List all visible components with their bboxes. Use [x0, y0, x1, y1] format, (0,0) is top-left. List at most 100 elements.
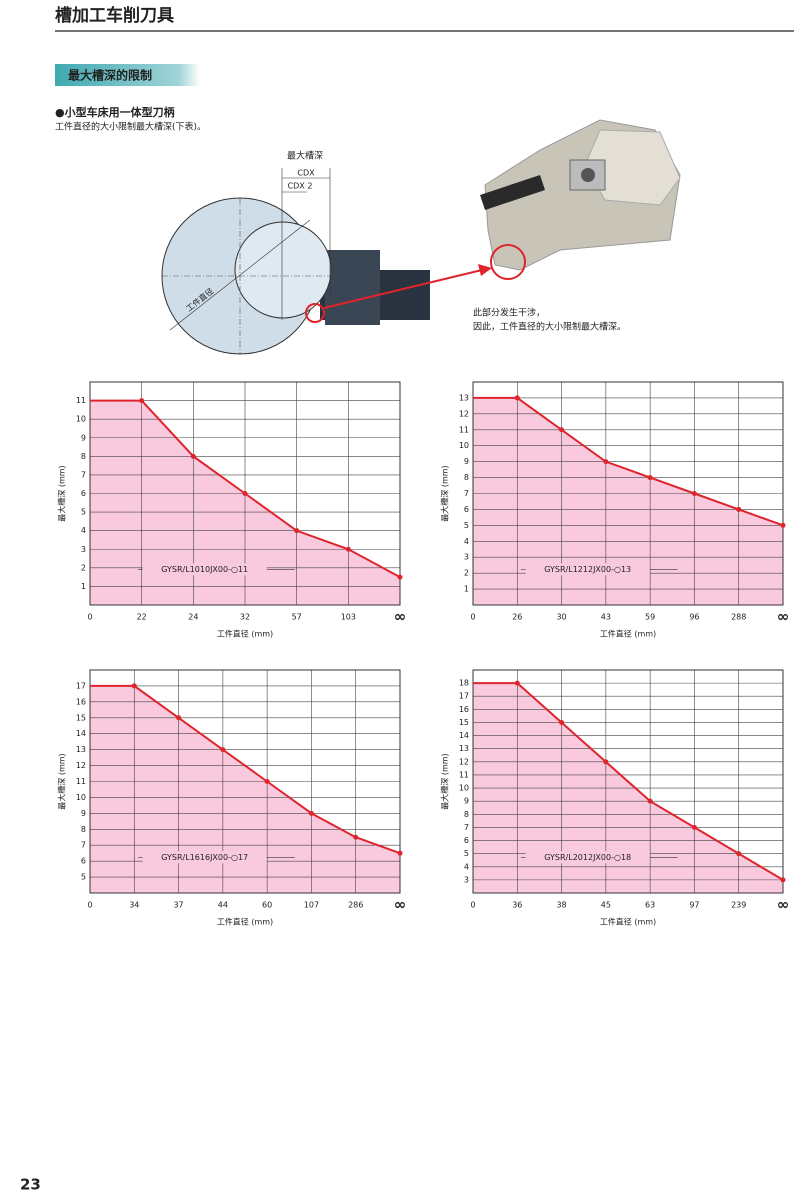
marker	[397, 850, 403, 856]
marker	[736, 851, 742, 857]
x-tick-label: 24	[188, 613, 198, 622]
subsection-text: 工件直径的大小限制最大槽深(下表)。	[55, 121, 206, 133]
marker	[647, 475, 653, 481]
arrow-line	[323, 269, 483, 309]
x-tick-label: 0	[470, 613, 475, 622]
x-tick-label: 32	[240, 613, 250, 622]
arrow-head	[478, 264, 492, 276]
y-tick-label: 2	[464, 569, 469, 578]
x-tick-label: 288	[731, 613, 746, 622]
x-tick-label: 36	[512, 901, 522, 910]
x-tick-label: 30	[556, 613, 566, 622]
y-tick-label: 8	[464, 810, 469, 819]
subsection-title: ●小型车床用一体型刀柄	[55, 105, 175, 119]
marker	[514, 680, 520, 686]
holder-head	[325, 250, 380, 325]
page-number: 23	[20, 1176, 41, 1194]
y-tick-label: 4	[464, 862, 469, 871]
y-tick-label: 5	[81, 508, 86, 517]
y-tick-label: 13	[459, 393, 469, 402]
dimension-line	[169, 219, 311, 331]
x-tick-label: 44	[218, 901, 228, 910]
y-tick-label: 11	[459, 770, 469, 779]
y-tick-label: 3	[464, 875, 469, 884]
x-tick-label: 57	[292, 613, 302, 622]
plot-frame	[89, 381, 401, 606]
annotation-bg	[142, 563, 267, 576]
y-tick-label: 3	[464, 553, 469, 562]
marker	[345, 546, 351, 552]
marker	[780, 877, 786, 883]
y-tick-label: 1	[464, 585, 469, 594]
annotation: GYSR/L1616JX00-○17	[161, 853, 248, 862]
marker	[514, 395, 520, 401]
insert	[480, 175, 545, 210]
interference-mark	[305, 303, 325, 323]
y-tick-label: 4	[81, 526, 86, 535]
annotation: GYSR/L1212JX00-○13	[544, 565, 631, 574]
x-axis-label: 工件直径 (mm)	[217, 917, 273, 927]
y-tick-label: 18	[459, 679, 469, 688]
x-tick-label: 59	[645, 613, 655, 622]
marker	[691, 491, 697, 496]
y-tick-label: 11	[76, 777, 86, 786]
y-tick-label: 15	[76, 713, 86, 722]
y-axis-label: 最大槽深 (mm)	[440, 753, 450, 809]
x-tick-label: 97	[689, 901, 699, 910]
diagram-note: 因此，工件直径的大小限制最大槽深。	[473, 321, 626, 333]
y-tick-label: 9	[81, 809, 86, 818]
marker	[647, 798, 653, 804]
marker	[220, 747, 226, 753]
diagram-note: 此部分发生干涉，	[473, 307, 545, 319]
x-tick-label: 286	[348, 901, 363, 910]
section-title: 最大槽深的限制	[68, 68, 152, 83]
x-tick-label: 43	[601, 613, 611, 622]
y-axis-label: 最大槽深 (mm)	[440, 465, 450, 521]
marker	[603, 759, 609, 765]
marker	[139, 398, 145, 404]
y-tick-label: 6	[81, 857, 86, 866]
marker	[559, 427, 565, 433]
marker	[397, 574, 403, 580]
line	[90, 684, 401, 855]
marker	[176, 715, 182, 721]
annotation: GYSR/L2012JX00-○18	[544, 853, 631, 862]
y-tick-label: 16	[459, 705, 469, 714]
x-tick-label: 45	[601, 901, 611, 910]
y-tick-label: 10	[76, 793, 86, 802]
marker	[242, 491, 248, 496]
annotation: GYSR/L1010JX00-○11	[161, 565, 248, 574]
area	[473, 397, 783, 605]
y-tick-label: 11	[459, 425, 469, 434]
x-tick-label: 38	[556, 901, 566, 910]
screw	[581, 168, 595, 182]
y-tick-label: 9	[464, 457, 469, 466]
line	[473, 682, 784, 881]
x-tick-label: 96	[689, 613, 699, 622]
plot-frame	[472, 669, 784, 894]
y-tick-label: 8	[81, 825, 86, 834]
y-tick-label: 8	[81, 452, 86, 461]
y-tick-label: 6	[464, 505, 469, 514]
x-tick-label: 239	[731, 901, 746, 910]
y-tick-label: 10	[76, 415, 86, 424]
y-tick-label: 15	[459, 718, 469, 727]
x-tick-label: 0	[470, 901, 475, 910]
marker	[190, 453, 196, 459]
y-tick-label: 7	[81, 470, 86, 479]
y-tick-label: 10	[459, 441, 469, 450]
interference-mark	[490, 244, 526, 280]
y-tick-label: 13	[459, 744, 469, 753]
y-axis-label: 最大槽深 (mm)	[57, 753, 67, 809]
x-tick-label: ∞	[394, 608, 407, 626]
y-tick-label: 11	[76, 396, 86, 405]
x-axis-label: 工件直径 (mm)	[600, 917, 656, 927]
y-tick-label: 17	[76, 681, 86, 690]
y-tick-label: 10	[459, 784, 469, 793]
groove-circle	[234, 221, 332, 319]
y-tick-label: 9	[81, 433, 86, 442]
y-tick-label: 7	[81, 841, 86, 850]
